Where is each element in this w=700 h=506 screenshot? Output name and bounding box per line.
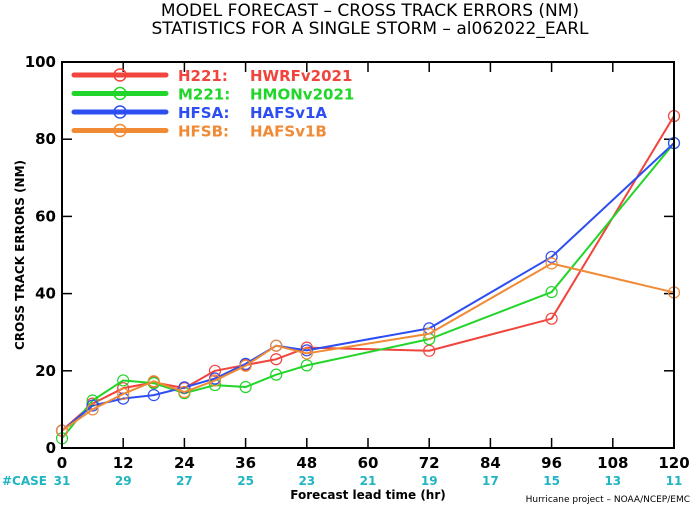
data-point-hmonv2021 bbox=[545, 285, 558, 299]
data-point-hafsv1b bbox=[117, 387, 130, 401]
case-count: 29 bbox=[115, 474, 132, 488]
legend-name-hwrfv2021: HWRFv2021 bbox=[250, 67, 352, 85]
case-count: 13 bbox=[604, 474, 621, 488]
y-tick-label: 80 bbox=[35, 130, 56, 148]
x-tick-label: 108 bbox=[597, 454, 628, 472]
case-count: 15 bbox=[543, 474, 560, 488]
data-point-hafsv1b bbox=[86, 403, 99, 416]
y-tick-label: 40 bbox=[35, 285, 56, 303]
x-tick-label: 60 bbox=[358, 454, 379, 472]
legend-marker-hwrfv2021 bbox=[113, 68, 127, 82]
data-point-hwrfv2021 bbox=[208, 364, 222, 377]
series-line-hmonv2021 bbox=[61, 142, 675, 439]
x-tick-label: 24 bbox=[174, 454, 195, 472]
legend-code-hmonv2021: M221: bbox=[178, 86, 230, 104]
x-tick-label: 72 bbox=[419, 454, 440, 472]
data-point-hafsv1b bbox=[423, 327, 436, 340]
legend-code-hafsv1b: HFSB: bbox=[178, 123, 229, 141]
y-axis-label: CROSS TRACK ERRORS (NM) bbox=[13, 160, 27, 350]
plot-frame bbox=[61, 61, 675, 449]
case-count: 19 bbox=[421, 474, 438, 488]
legend-code-hafsv1a: HFSA: bbox=[178, 104, 230, 122]
data-point-hafsv1b bbox=[147, 375, 160, 388]
data-point-hafsv1a bbox=[147, 389, 160, 402]
legend-marker-hafsv1a bbox=[113, 105, 127, 119]
x-tick-label: 84 bbox=[480, 454, 501, 472]
legend-marker-hafsv1b bbox=[113, 123, 127, 138]
data-point-hafsv1b bbox=[208, 374, 222, 387]
data-point-hmonv2021 bbox=[239, 380, 252, 394]
x-tick-label: 0 bbox=[57, 454, 67, 472]
data-point-hafsv1b bbox=[178, 385, 191, 399]
case-count: 17 bbox=[482, 474, 499, 488]
data-point-hafsv1a bbox=[545, 250, 558, 264]
x-axis-label: Forecast lead time (hr) bbox=[290, 488, 446, 502]
case-count: 25 bbox=[237, 474, 254, 488]
case-count: 21 bbox=[360, 474, 377, 488]
data-point-hafsv1b bbox=[545, 257, 558, 270]
data-point-hafsv1a bbox=[300, 344, 313, 357]
case-count: 31 bbox=[54, 474, 71, 488]
y-tick-label: 0 bbox=[46, 439, 56, 457]
data-point-hafsv1b bbox=[239, 359, 252, 372]
case-count: 23 bbox=[298, 474, 315, 488]
data-point-hmonv2021 bbox=[270, 368, 283, 381]
data-point-hmonv2021 bbox=[117, 374, 130, 387]
x-tick-label: 12 bbox=[113, 454, 134, 472]
legend-name-hafsv1a: HAFSv1A bbox=[250, 104, 327, 122]
data-point-hafsv1b bbox=[300, 347, 313, 360]
chart-subtitle: STATISTICS FOR A SINGLE STORM – al062022… bbox=[151, 19, 589, 39]
x-tick-label: 96 bbox=[541, 454, 562, 472]
legend-name-hmonv2021: HMONv2021 bbox=[250, 86, 354, 104]
x-tick-label: 36 bbox=[235, 454, 256, 472]
y-tick-label: 20 bbox=[35, 362, 56, 380]
y-tick-label: 60 bbox=[35, 207, 56, 225]
legend-name-hafsv1b: HAFSv1B bbox=[250, 123, 327, 141]
data-point-hwrfv2021 bbox=[545, 312, 558, 325]
data-point-hmonv2021 bbox=[300, 359, 313, 372]
data-point-hafsv1b bbox=[270, 339, 283, 352]
x-tick-label: 120 bbox=[658, 454, 689, 472]
case-count: 11 bbox=[666, 474, 683, 488]
credit-text: Hurricane project – NOAA/NCEP/EMC bbox=[526, 495, 690, 505]
y-tick-label: 100 bbox=[25, 53, 56, 71]
legend-code-hwrfv2021: H221: bbox=[178, 67, 228, 85]
x-tick-label: 48 bbox=[296, 454, 317, 472]
case-count: 27 bbox=[176, 474, 193, 488]
legend-marker-hmonv2021 bbox=[113, 86, 127, 101]
data-point-hwrfv2021 bbox=[270, 353, 283, 366]
chart-title: MODEL FORECAST – CROSS TRACK ERRORS (NM) bbox=[161, 1, 579, 21]
case-label: #CASE bbox=[2, 474, 47, 488]
series-line-hafsv1b bbox=[61, 262, 675, 432]
